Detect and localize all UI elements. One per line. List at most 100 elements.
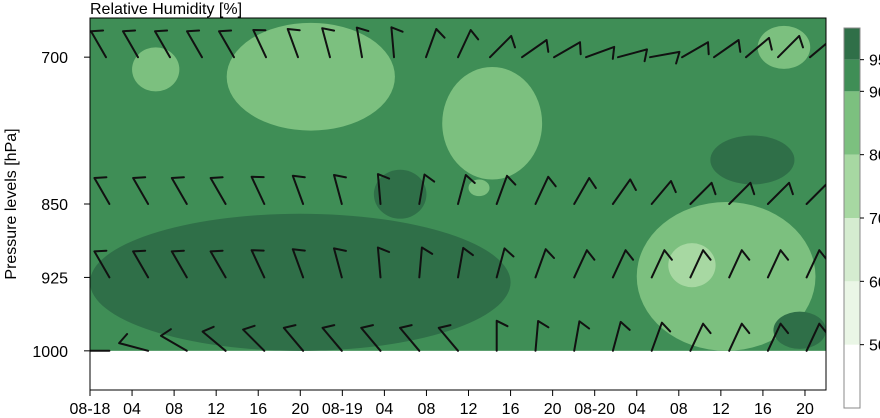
colorbar-tick-label: 80	[869, 148, 880, 165]
wind-barb	[333, 174, 347, 205]
wind-barb	[805, 322, 826, 352]
wind-barb	[437, 324, 459, 352]
axes: 08-18 04 08 12 16 20 08-19 04 08 12 16 20 08-20 04 08 1…	[32, 50, 814, 418]
colorbar-band	[844, 91, 860, 155]
wind-barb	[649, 50, 681, 65]
wind-barb	[766, 322, 790, 352]
wind-barb	[218, 29, 235, 59]
x-tick-label: 08-20	[574, 401, 615, 418]
wind-barb	[122, 29, 139, 59]
wind-barb	[495, 319, 509, 352]
wind-barb	[170, 176, 188, 205]
rh-region-70-80	[668, 243, 716, 288]
wind-barb	[286, 28, 301, 59]
wind-barb	[457, 29, 480, 59]
wind-barb	[250, 175, 266, 205]
colorbar: 50 60 70 80 90 95	[843, 27, 880, 409]
x-tick-label: 16	[249, 401, 267, 418]
wind-barb	[495, 174, 517, 205]
wind-barb	[93, 176, 111, 205]
wind-barb	[90, 29, 107, 59]
wind-barb	[650, 180, 677, 205]
rh-region-95-100	[90, 213, 511, 351]
wind-barb	[689, 249, 712, 279]
wind-barb	[360, 324, 382, 352]
rh-region-95-100	[710, 135, 795, 185]
wind-barb	[728, 322, 751, 352]
wind-barb	[534, 248, 555, 279]
wind-barb	[209, 249, 227, 279]
wind-barb	[282, 324, 305, 352]
x-tick-label: 12	[460, 401, 478, 418]
wind-barb	[777, 34, 804, 59]
wind-barb	[186, 29, 203, 59]
x-tick-label: 04	[628, 401, 646, 418]
x-tick-label: 08-18	[70, 401, 111, 418]
x-tick-label: 08	[165, 401, 183, 418]
chart-title: Relative Humidity [%]	[90, 1, 242, 18]
colorbar-band	[844, 154, 860, 218]
colorbar-tick-label: 50	[869, 338, 880, 355]
wind-barb	[689, 322, 712, 352]
colorbar-band	[844, 218, 860, 282]
colorbar-tick-label: 95	[869, 53, 880, 70]
wind-barb	[291, 174, 306, 205]
wind-barb	[573, 320, 591, 352]
rh-region-80-90	[226, 22, 395, 131]
x-tick-label: 08	[418, 401, 436, 418]
wind-barb	[209, 176, 227, 205]
colorbar-band	[844, 344, 860, 408]
x-tick-label: 20	[544, 401, 562, 418]
wind-barb	[573, 177, 597, 205]
x-tick-label: 04	[123, 401, 141, 418]
y-tick-label: 700	[41, 50, 68, 67]
wind-barb	[457, 174, 476, 205]
wind-barb	[118, 333, 150, 352]
colorbar-tick-label: 90	[869, 84, 880, 101]
wind-barb	[745, 36, 773, 59]
wind-barb	[425, 28, 446, 59]
rh-region-80-90	[468, 179, 490, 197]
wind-barb	[681, 41, 710, 59]
x-tick-label: 08-19	[322, 401, 363, 418]
rh-region-80-90	[636, 202, 816, 351]
wind-barb	[805, 249, 826, 279]
rh-region-80-90	[442, 66, 543, 180]
wind-barb	[573, 249, 596, 279]
wind-barb	[321, 324, 343, 352]
wind-barb	[611, 249, 635, 279]
x-tick-label: 20	[796, 401, 814, 418]
x-tick-label: 16	[502, 401, 520, 418]
wind-barb	[650, 321, 672, 352]
rh-region-80-90	[132, 47, 180, 92]
wind-barb	[766, 249, 790, 279]
wind-barb	[585, 45, 616, 60]
wind-barb	[495, 247, 515, 279]
wind-barb	[728, 249, 751, 279]
x-tick-label: 20	[291, 401, 309, 418]
wind-barb	[132, 176, 150, 205]
colorbar-band	[844, 28, 860, 60]
rh-region-95-100	[373, 169, 427, 219]
plot-area	[90, 18, 826, 351]
y-tick-label: 1000	[32, 344, 68, 361]
wind-barb	[521, 39, 550, 59]
wind-barb	[418, 173, 436, 205]
wind-barb	[713, 39, 742, 59]
y-tick-label: 850	[41, 197, 68, 214]
wind-barb	[728, 181, 756, 205]
wind-barb	[159, 328, 188, 352]
x-tick-label: 12	[207, 401, 225, 418]
wind-barbs	[90, 26, 826, 352]
wind-barb	[376, 173, 391, 205]
wind-barb	[650, 249, 673, 279]
x-tick-label: 12	[712, 401, 730, 418]
wind-barb	[321, 27, 336, 59]
wind-barb	[201, 325, 227, 352]
wind-barb	[333, 247, 347, 279]
wind-barb	[376, 246, 391, 279]
rh-region-80-90	[757, 25, 811, 69]
rh-region-95-100	[773, 311, 826, 349]
wind-barb	[689, 181, 717, 205]
